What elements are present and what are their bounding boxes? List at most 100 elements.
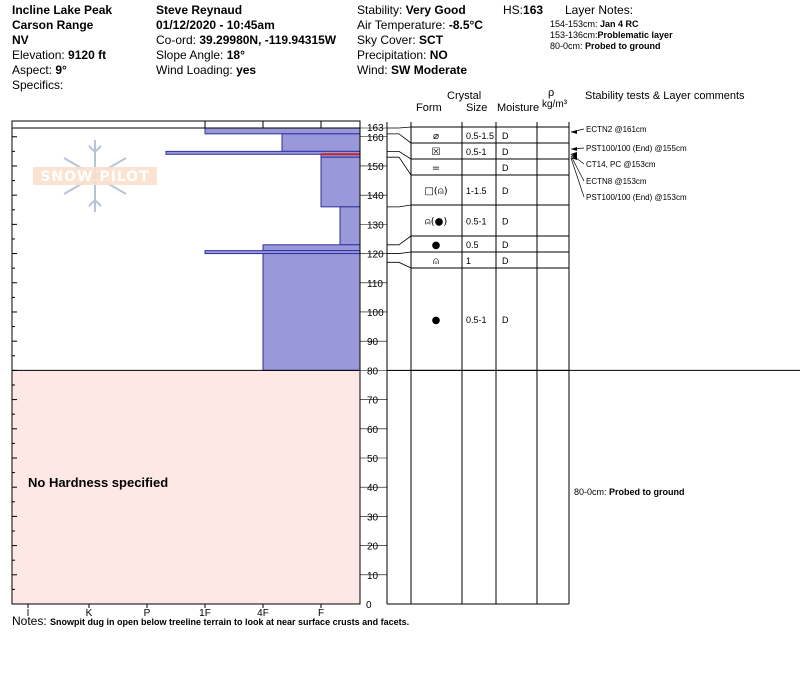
location-name: Incline Lake Peak [12,3,113,17]
header-left: Incline Lake Peak Carson Range NV Elevat… [12,3,112,93]
hs-readout: HS:163 [503,3,543,18]
moisture-header: Moisture [497,102,539,114]
depth-tick-label: 90 [367,337,379,348]
layer-moisture: D [502,163,509,173]
hardness-tick-label: P [144,608,151,619]
notes: Notes: Snowpit dug in open below treelin… [12,614,409,628]
comments-header: Stability tests & Layer comments [585,90,745,102]
watermark-text: SNOW PILOT [40,169,149,185]
density-unit: kg/m³ [542,99,568,110]
depth-tick-label: 50 [367,454,379,465]
depth-connector [387,133,412,144]
crystal-header: Crystal [447,90,481,102]
elevation-label: Elevation: [12,48,65,62]
depth-tick-label: 80 [367,366,379,377]
stability-test-label: ECTN2 @161cm [586,125,647,134]
depth-connector [387,156,412,176]
depth-tick-label: 40 [367,483,379,494]
air-temp-value: -8.5°C [448,18,483,32]
layer-size: 0.5-1 [466,315,487,325]
stability-value: Very Good [405,3,466,17]
depth-connector [387,251,412,254]
aspect-value: 9° [55,63,67,77]
depth-tick-label: 150 [367,162,384,173]
hardness-tick-label: K [86,608,93,619]
stability-test-label: PST100/100 (End) @155cm [586,144,687,153]
hardness-bar [262,253,361,371]
hardness-tick-label: I [27,608,30,619]
layer-size: 0.5-1 [466,147,487,157]
depth-tick-label: 10 [367,571,379,582]
layer-moisture: D [502,315,509,325]
layer-form: ⍝ [433,256,439,267]
layer-moisture: D [502,186,509,196]
wind-value: SW Moderate [391,63,468,77]
hardness-tick-label: 1F [199,608,211,619]
layer-form: ● [432,315,441,326]
coord-label: Co-ord: [156,33,197,47]
layer-form: = [432,163,440,174]
no-hardness-region [12,370,360,604]
layer-note-range: 80-0cm: [550,41,583,51]
size-header: Size [466,102,487,114]
layer-note-range: 154-153cm: [550,19,598,29]
depth-tick-label: 20 [367,542,379,553]
layer-moisture: D [502,256,509,266]
rho-header: ρ [548,87,554,99]
depth-tick-label: 130 [367,220,384,231]
chart-frame [11,120,361,605]
hardness-plot-frame [11,120,361,605]
slope-value: 18° [226,48,245,62]
hardness-bar [204,127,361,135]
depth-tick-label: 70 [367,396,379,407]
test-arrow [571,156,577,160]
hardness-bar [339,206,361,246]
coord-value: 39.29980N, -119.94315W [199,33,337,47]
wind-label: Wind: [357,63,388,77]
layer-notes-title: Layer Notes: [565,3,634,17]
depth-tick-label: 110 [367,279,383,290]
hardness-axis: I K P 1F 4F F [27,604,324,619]
hardness-bar [262,244,361,252]
depth-connector [387,126,412,129]
hs-value: 163 [523,3,544,17]
stability-test-label: ECTN8 @153cm [586,177,647,186]
observer-name: Steve Reynaud [156,3,243,17]
depth-tick-label: 60 [367,425,379,436]
depth-connector [387,204,412,208]
aspect-label: Aspect: [12,63,53,77]
depth-tick-label: 100 [367,308,384,319]
range-name: Carson Range [12,18,94,32]
layer-size: 0.5-1.5 [466,131,494,141]
header-right: Stability: Very Good Air Temperature: -8… [357,3,483,78]
notes-label: Notes: [12,614,47,628]
slope-label: Slope Angle: [156,48,224,62]
hs-label: HS: [503,3,524,17]
depth-tick-label: 30 [367,512,379,523]
snowpilot-watermark: SNOW PILOT [33,140,157,212]
stability-tests: ECTN2 @161cm PST100/100 (End) @155cm CT14,… [570,125,687,202]
air-temp-label: Air Temperature: [357,18,446,32]
stability-test-label: CT14, PC @153cm [586,160,656,169]
form-header: Form [416,102,442,114]
bottom-comment: 80-0cm: Probed to ground [574,487,685,497]
hardness-profile [165,127,361,371]
elevation-value: 9120 ft [68,48,107,62]
test-arrow [571,130,577,134]
layer-size: 0.5 [466,240,479,250]
bottom-comment-range: 80-0cm: [574,487,607,497]
depth-tick-label: 160 [367,133,384,144]
depth-tick-label: 120 [367,250,384,261]
layer-note-text: Probed to ground [585,41,661,51]
layer-size: 0.5-1 [466,217,487,227]
hardness-tick-label: 4F [257,608,269,619]
depth-tick-label: 0 [366,600,372,611]
specifics-label: Specifics: [12,78,64,92]
layer-note-text: Jan 4 RC [600,19,639,29]
layer-note-text: Problematic layer [597,30,673,40]
layer-form: ☒ [432,147,441,158]
layer-form: ⍝(●) [425,217,448,228]
layer-form: ● [432,240,441,251]
state-name: NV [12,33,29,47]
sky-value: SCT [419,33,444,47]
